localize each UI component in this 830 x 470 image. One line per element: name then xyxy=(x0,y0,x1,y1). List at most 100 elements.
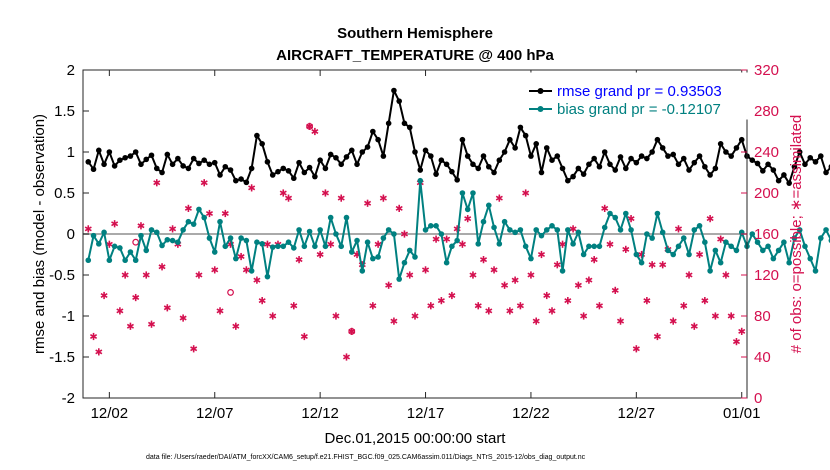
legend-bias-label: bias grand pr = -0.12107 xyxy=(557,101,721,118)
bias-point xyxy=(501,218,508,225)
obs-assimilated-marker xyxy=(622,245,630,253)
rmse-point xyxy=(132,149,139,155)
obs-assimilated-marker xyxy=(200,179,208,187)
rmse-point xyxy=(591,155,597,162)
y2-tick-label: 320 xyxy=(754,62,779,79)
obs-assimilated-marker xyxy=(190,345,198,353)
bias-point xyxy=(696,223,703,229)
rmse-point xyxy=(248,165,255,172)
bias-point xyxy=(470,190,476,196)
bias-point xyxy=(338,243,345,250)
y2-tick-label: 80 xyxy=(754,308,771,325)
obs-assimilated-marker xyxy=(648,261,656,269)
bias-point xyxy=(248,268,255,274)
obs-assimilated-marker xyxy=(364,199,372,207)
bias-point xyxy=(370,255,376,262)
rmse-point xyxy=(470,161,476,168)
data-file-footnote: data file: /Users/raeder/DAI/ATM_forcXX/… xyxy=(146,454,586,461)
bias-point xyxy=(675,243,682,250)
obs-assimilated-marker xyxy=(680,302,688,310)
bias-point xyxy=(522,243,529,250)
bias-point xyxy=(227,235,234,241)
x-tick-label: 12/27 xyxy=(618,405,656,422)
rmse-point xyxy=(501,149,508,155)
rmse-point xyxy=(554,153,561,159)
rmse-point xyxy=(449,168,455,175)
rmse-point xyxy=(106,149,113,155)
obs-assimilated-marker xyxy=(411,312,419,320)
bias-point xyxy=(233,255,239,262)
obs-assimilated-marker xyxy=(300,332,308,341)
obs-assimilated-marker xyxy=(611,286,619,294)
obs-assimilated-marker xyxy=(342,353,351,361)
bias-point xyxy=(617,227,624,233)
rmse-point xyxy=(665,153,671,159)
obs-assimilated-marker xyxy=(284,194,293,202)
bias-point xyxy=(760,247,766,254)
obs-assimilated-marker xyxy=(659,261,667,269)
bias-point xyxy=(354,237,360,244)
rmse-point xyxy=(433,171,439,177)
rmse-point xyxy=(754,160,761,167)
rmse-point xyxy=(549,157,555,163)
obs-assimilated-marker xyxy=(548,307,556,315)
bias-point xyxy=(438,231,445,237)
rmse-point xyxy=(138,161,144,168)
rmse-point xyxy=(175,155,181,162)
y2-tick-label: 240 xyxy=(754,144,779,161)
bias-point xyxy=(565,227,571,233)
bias-point xyxy=(259,241,265,247)
bias-point xyxy=(428,223,434,229)
obs-assimilated-marker xyxy=(458,240,466,248)
bias-point xyxy=(485,202,492,209)
bias-point xyxy=(169,237,176,244)
rmse-point xyxy=(675,161,682,168)
rmse-point xyxy=(306,164,313,171)
obs-assimilated-marker xyxy=(169,225,177,233)
bias-point xyxy=(570,241,576,247)
rmse-point xyxy=(496,157,503,163)
rmse-point xyxy=(485,163,492,170)
bias-point xyxy=(649,235,655,241)
x-tick-label: 12/22 xyxy=(512,405,550,422)
bias-point xyxy=(433,223,439,229)
bias-point xyxy=(559,268,566,274)
rmse-point xyxy=(354,161,360,168)
rmse-point xyxy=(517,124,524,131)
y-tick-label: 2 xyxy=(67,62,75,79)
obs-assimilated-marker xyxy=(616,317,625,325)
bias-point xyxy=(554,227,561,233)
rmse-point xyxy=(543,145,550,151)
rmse-point xyxy=(322,165,329,172)
obs-assimilated-marker xyxy=(337,194,345,202)
x-tick-label: 12/07 xyxy=(196,405,234,422)
bias-point xyxy=(781,239,787,245)
rmse-point xyxy=(691,159,698,166)
rmse-point xyxy=(775,177,782,184)
obs-assimilated-marker xyxy=(690,322,698,330)
bias-point xyxy=(512,229,518,236)
rmse-point xyxy=(285,168,292,174)
bias-point xyxy=(723,239,729,245)
bias-point xyxy=(143,247,150,254)
obs-assimilated-marker xyxy=(732,338,740,346)
bias-point xyxy=(290,245,297,251)
rmse-point xyxy=(443,161,450,168)
bias-point xyxy=(728,243,734,250)
obs-assimilated-marker xyxy=(406,271,414,279)
obs-assimilated-marker xyxy=(627,215,635,223)
rmse-point xyxy=(802,161,808,168)
rmse-point xyxy=(607,161,613,168)
rmse-point xyxy=(370,128,376,135)
rmse-point xyxy=(243,179,250,186)
legend-rmse-marker xyxy=(537,88,544,94)
bias-point xyxy=(359,268,366,274)
rmse-point xyxy=(428,153,434,159)
y-tick-label: -2 xyxy=(62,390,75,407)
bias-point xyxy=(196,206,202,213)
x-tick-label: 12/12 xyxy=(301,405,339,422)
bias-point xyxy=(659,229,666,236)
obs-assimilated-marker xyxy=(474,302,482,310)
obs-assimilated-marker xyxy=(443,235,451,243)
obs-assimilated-marker xyxy=(116,307,124,315)
